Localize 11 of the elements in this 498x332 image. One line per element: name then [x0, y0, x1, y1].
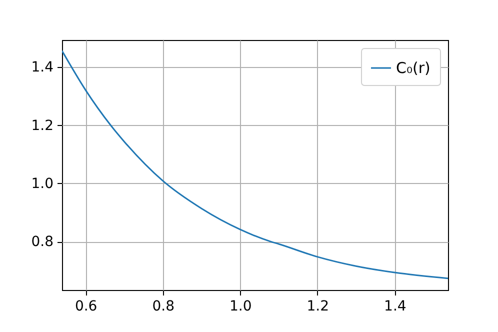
x-tick-label: 0.6 [74, 298, 98, 314]
y-tick-label: 1.2 [31, 118, 54, 134]
y-tick-label: 0.8 [31, 234, 54, 250]
y-tick-label: 1.0 [31, 176, 54, 192]
x-tick-label: 1.2 [306, 298, 330, 314]
legend-label: C₀(r) [396, 59, 430, 77]
x-tick-label: 1.0 [229, 298, 252, 314]
x-tick-label: 0.8 [152, 298, 174, 314]
y-tick-label: 1.4 [31, 60, 54, 76]
line-series [62, 50, 448, 280]
x-tick-label: 1.4 [384, 298, 406, 314]
